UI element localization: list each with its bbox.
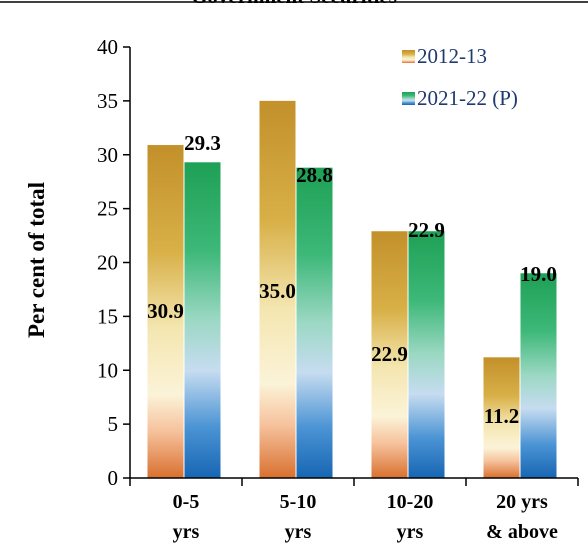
chart-title: Government Securities [191, 0, 397, 8]
legend-swatch-series2 [402, 92, 415, 105]
bar-series2-cat1 [184, 162, 221, 479]
data-label-series2: 28.8 [296, 163, 333, 187]
bar-series2-cat4 [520, 273, 557, 478]
bar-series1-cat4 [483, 357, 520, 478]
data-label-series1: 11.2 [484, 404, 520, 428]
x-category-label: 20 yrs [496, 491, 548, 513]
data-label-series2: 29.3 [184, 131, 221, 155]
x-category-label: yrs [285, 521, 312, 543]
y-tick-label: 5 [108, 412, 119, 436]
x-category-label: 0-5 [173, 491, 200, 513]
data-label-series1: 30.9 [147, 299, 184, 323]
y-tick-label: 10 [97, 358, 118, 382]
x-category-label: 10-20 [387, 491, 434, 513]
data-label-series2: 22.9 [408, 218, 445, 242]
legend: 2012-13 2021-22 (P) [402, 44, 518, 110]
y-tick-label: 25 [97, 197, 118, 221]
x-axis: 0-5 yrs 5-10 yrs 10-20 yrs 20 yrs & above [129, 477, 579, 543]
y-axis: 0 5 10 15 20 25 30 35 40 [97, 35, 131, 490]
x-category-label: & above [486, 521, 558, 543]
bars: 30.9 35.0 22.9 11.2 29.3 28.8 22.9 19.0 [147, 100, 557, 479]
legend-label-series1: 2012-13 [417, 44, 487, 68]
data-label-series1: 22.9 [371, 342, 408, 366]
x-category-label: 5-10 [280, 491, 317, 513]
bar-series1-cat3 [371, 231, 408, 478]
bar-series2-cat3 [408, 231, 445, 478]
y-tick-label: 0 [108, 466, 119, 490]
legend-label-series2: 2021-22 (P) [417, 86, 518, 110]
y-tick-label: 35 [97, 89, 118, 113]
data-label-series1: 35.0 [259, 279, 296, 303]
x-category-label: yrs [397, 521, 424, 543]
y-axis-label: Per cent of total [24, 182, 49, 338]
x-category-label: yrs [173, 521, 200, 543]
y-tick-label: 40 [97, 35, 118, 59]
y-tick-label: 20 [97, 251, 118, 275]
bar-series1-cat1 [147, 145, 184, 479]
legend-swatch-series1 [402, 50, 415, 63]
bar-series1-cat2 [259, 100, 296, 478]
bar-series2-cat2 [296, 167, 333, 478]
data-label-series2: 19.0 [520, 262, 557, 286]
y-tick-label: 30 [97, 143, 118, 167]
y-tick-label: 15 [97, 304, 118, 328]
